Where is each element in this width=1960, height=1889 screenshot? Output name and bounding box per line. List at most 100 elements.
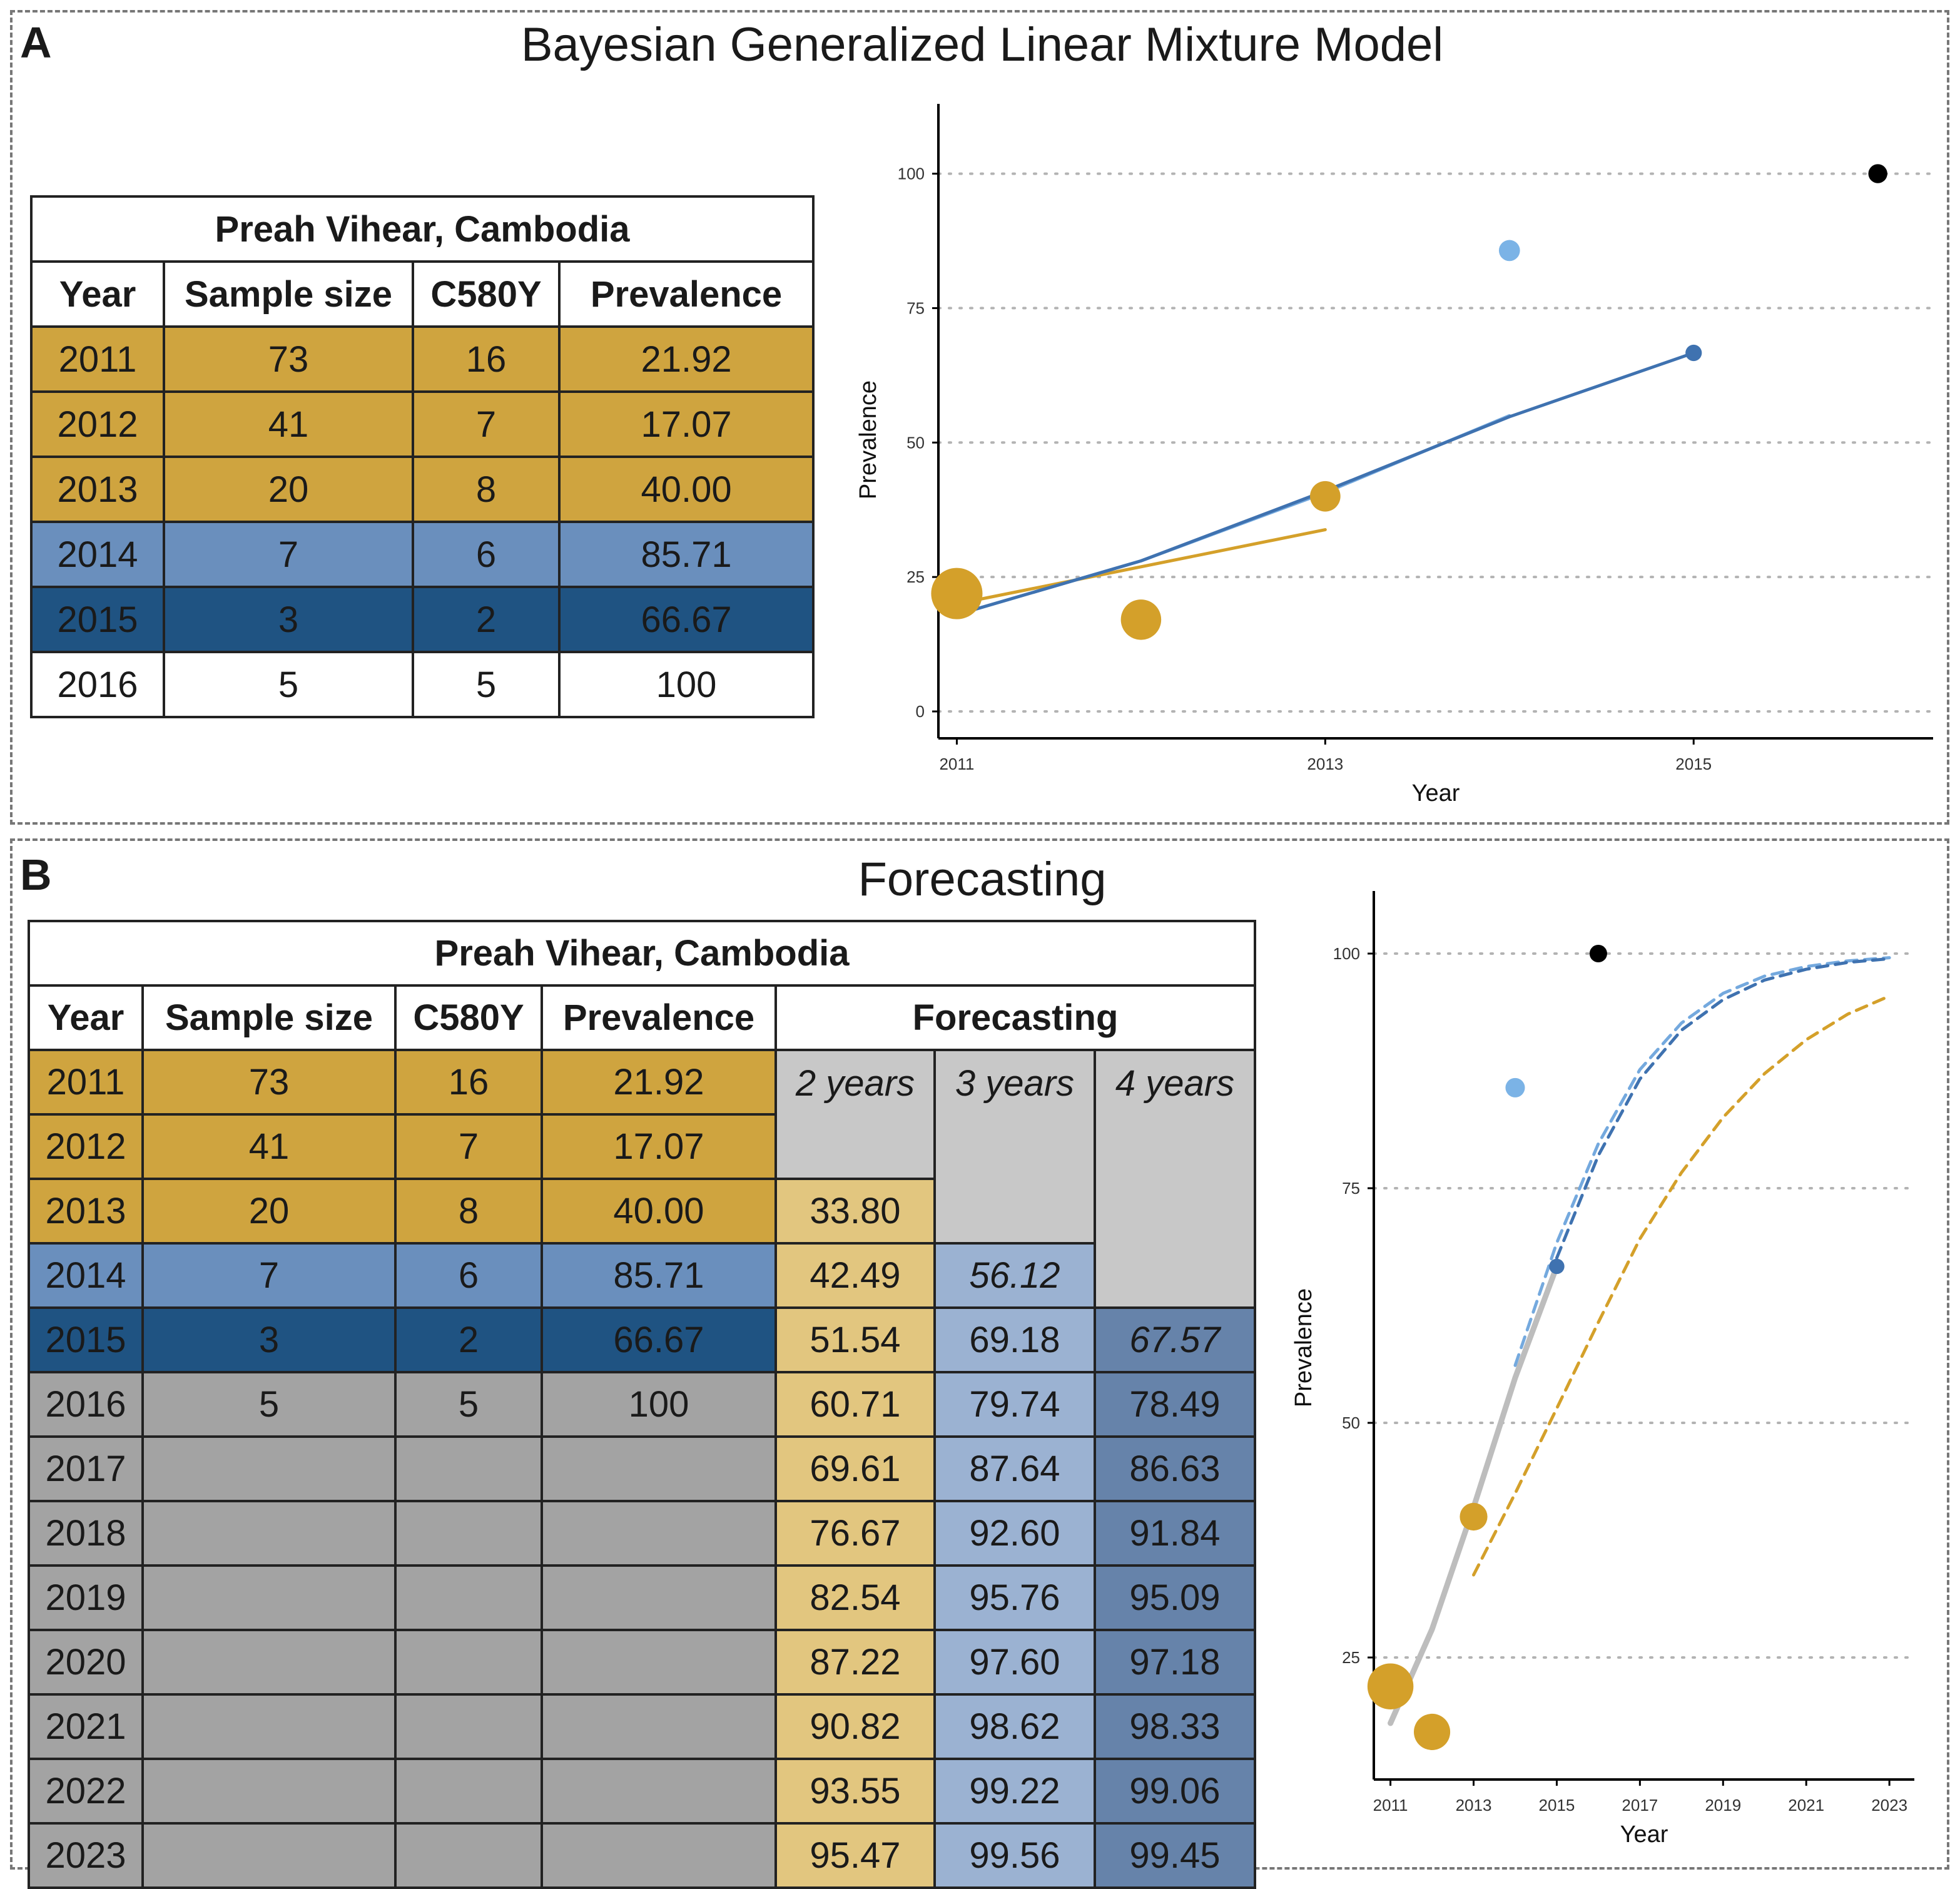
table-row: 2011 73 16 21.92 [30,325,815,393]
table-row: 2022 93.55 99.22 99.06 [28,1758,1257,1825]
forecast-cell-2y: 69.61 [774,1435,936,1502]
table-row: 2012 41 7 17.07 [28,1113,1255,1180]
table-cell: 2011 [30,325,165,393]
column-header: Sample size [163,260,414,328]
x-tick-label: 2011 [1373,1796,1408,1815]
table-cell [394,1564,543,1631]
table-cell: 7 [394,1113,543,1180]
table-cell: 7 [141,1242,397,1309]
table-cell: 21.92 [557,325,815,393]
column-header: Prevalence [541,984,777,1051]
table-row: 2015 3 2 66.67 [30,586,815,653]
table-cell: 2018 [28,1500,144,1567]
series-line-gold [1472,994,1891,1577]
table-cell [394,1693,543,1760]
forecasting-header: Forecasting [774,984,1257,1051]
x-tick-label: 2019 [1705,1796,1741,1815]
table-cell: 100 [541,1371,777,1438]
table-cell: 7 [412,390,561,458]
table-cell: 2016 [30,651,165,718]
forecast-cell-3y: 97.60 [933,1629,1096,1696]
y-tick-label: 50 [906,433,925,452]
y-tick-label: 100 [1333,944,1360,963]
panel-b: B Forecasting Preah Vihear, Cambodia Year… [10,838,1949,1889]
forecast-cell-2y: 42.49 [774,1242,936,1309]
table-cell: 8 [412,456,561,523]
forecast-header-2y: 2 years [774,1049,936,1180]
table-cell [141,1693,397,1760]
forecast-cell-3y: 87.64 [933,1435,1096,1502]
table-cell [141,1822,397,1889]
table-cell [141,1500,397,1567]
table-cell: 20 [163,456,414,523]
x-tick-label: 2015 [1675,755,1712,773]
table-cell: 3 [141,1306,397,1373]
table-caption-row: Preah Vihear, Cambodia [29,195,815,263]
forecast-cell-4y: 99.45 [1093,1822,1257,1889]
table-cell: 73 [163,325,414,393]
table-cell: 6 [394,1242,543,1309]
table-cell: 66.67 [541,1306,777,1373]
column-header: Year [28,984,144,1051]
table-cell: 2016 [28,1371,144,1438]
table-cell: 6 [412,521,561,588]
table-cell [394,1435,543,1502]
table-cell [394,1629,543,1696]
table-cell: 40.00 [557,456,815,523]
table-cell: 5 [141,1371,397,1438]
forecast-cell-4y: 97.18 [1093,1629,1257,1696]
forecast-cell-2y: 95.47 [774,1822,936,1889]
panel-b-label: B [20,850,52,899]
data-point [1460,1502,1488,1531]
table-row: 2018 76.67 92.60 91.84 [28,1500,1257,1567]
table-cell: 17.07 [557,390,815,458]
x-tick-label: 2013 [1307,755,1343,773]
forecast-cell-3y: 56.12 [933,1242,1096,1309]
table-cell: 5 [412,651,561,718]
data-point [1498,240,1520,262]
table-cell: 2013 [30,456,165,523]
table-row: 2015 3 2 66.67 51.54 69.18 67.57 [28,1306,1257,1373]
table-row: 2023 95.47 99.56 99.45 [28,1822,1257,1889]
data-point [1413,1713,1451,1751]
table-cell: 2019 [28,1564,144,1631]
table-caption: Preah Vihear, Cambodia [27,920,1257,987]
table-row: 2014 7 6 85.71 42.49 56.12 [28,1242,1255,1309]
panel-a-chart: 0 25 50 75 100 2011 2013 2015 Year Prevalence [855,104,1934,807]
x-tick-label: 2017 [1622,1796,1658,1815]
table-cell: 85.71 [557,521,815,588]
data-point [1120,599,1162,640]
table-cell [394,1822,543,1889]
table-cell: 20 [141,1178,397,1245]
forecast-cell-2y: 82.54 [774,1564,936,1631]
forecast-cell-3y: 98.62 [933,1693,1096,1760]
y-tick-label: 25 [906,568,925,586]
x-tick-label: 2023 [1871,1796,1907,1815]
forecast-cell-4y: 67.57 [1093,1306,1257,1373]
table-row: 2020 87.22 97.60 97.18 [28,1629,1257,1696]
table-cell: 40.00 [541,1178,777,1245]
series-line-blue [1555,957,1891,1260]
y-axis-label: Prevalence [855,380,881,499]
table-cell [141,1629,397,1696]
table-row: 2016 5 5 100 [30,651,815,718]
panel-a-table: Preah Vihear, Cambodia Year Sample size C58… [29,195,815,718]
table-cell: 21.92 [541,1049,777,1116]
table-cell [141,1564,397,1631]
x-tick-label: 2011 [939,755,974,773]
table-cell [541,1822,777,1889]
table-row: 2011 73 16 21.92 2 years 3 years 4 years [28,1049,1257,1309]
table-cell [541,1500,777,1567]
y-axis-label: Prevalence [1291,1288,1317,1407]
table-row: 2014 7 6 85.71 [30,521,815,588]
table-row: 2019 82.54 95.76 95.09 [28,1564,1257,1631]
column-header: C580Y [412,260,561,328]
forecast-cell-4y: 99.06 [1093,1758,1257,1825]
forecast-cell-4y: 78.49 [1093,1371,1257,1438]
table-cell: 3 [163,586,414,653]
panel-b-chart: 25 50 75 100 2011 2013 2015 2017 2019 2021 2023 Yea… [1291,891,1916,1848]
table-cell: 2 [394,1306,543,1373]
forecast-cell-4y: 95.09 [1093,1564,1257,1631]
panel-b-title: Forecasting [858,853,1107,906]
table-cell: 100 [557,651,815,718]
